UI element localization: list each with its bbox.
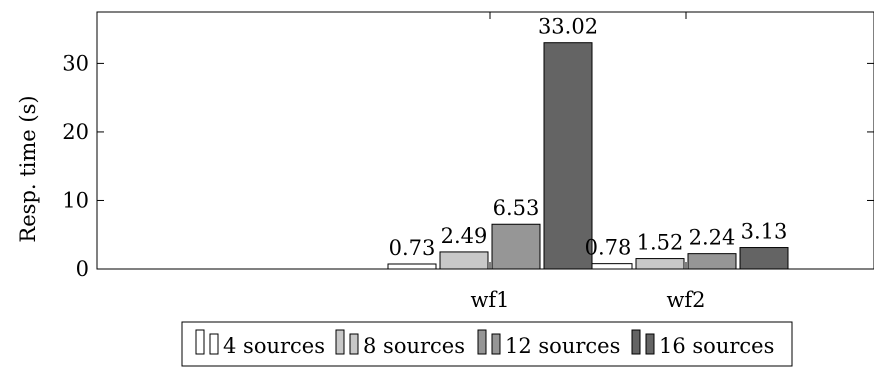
legend: 4 sources 8 sources 12 sources 16 sources [181, 321, 793, 367]
bar-wf2-16-sources [739, 247, 789, 270]
legend-swatch-a [195, 329, 205, 355]
legend-label: 16 sources [659, 334, 774, 358]
bar-wf2-8-sources [635, 258, 685, 270]
y-tick-label-10: 10 [62, 188, 89, 212]
data-labels: 0.73 0.78 2.49 1.52 6.53 2.24 33.02 3.13 [389, 15, 788, 260]
bar-wf1-4-sources [387, 263, 437, 270]
y-tick-label-0: 0 [76, 257, 89, 281]
data-label-wf1-12-sources: 6.53 [493, 196, 540, 220]
data-label-wf2-12-sources: 2.24 [689, 226, 736, 250]
bar-wf1-16-sources [543, 42, 593, 270]
legend-swatch-b [645, 333, 655, 355]
bars [387, 42, 789, 270]
data-label-wf2-4-sources: 0.78 [585, 236, 632, 260]
data-label-wf1-4-sources: 0.73 [389, 236, 436, 260]
y-tick-label-30: 30 [62, 51, 89, 75]
legend-swatch-b [491, 333, 501, 355]
legend-label: 12 sources [505, 334, 620, 358]
x-tick-label-wf1: wf1 [470, 288, 509, 312]
legend-label: 4 sources [223, 334, 325, 358]
legend-swatch-a [631, 329, 641, 355]
legend-swatch-a [477, 329, 487, 355]
bar-wf2-12-sources [687, 253, 737, 270]
axes: wf1 wf2 0 10 20 30 [62, 11, 874, 312]
legend-entry-8-sources: 8 sources [335, 329, 465, 358]
data-label-wf2-8-sources: 1.52 [637, 231, 684, 255]
y-tick-label-20: 20 [62, 120, 89, 144]
legend-swatch-a [335, 329, 345, 355]
legend-label: 8 sources [363, 334, 465, 358]
legend-entry-12-sources: 12 sources [477, 329, 620, 358]
bar-wf1-8-sources [439, 251, 489, 270]
legend-entry-16-sources: 16 sources [631, 329, 774, 358]
data-label-wf1-8-sources: 2.49 [441, 224, 488, 248]
legend-swatch-b [349, 333, 359, 355]
data-label-wf1-16-sources: 33.02 [538, 15, 598, 39]
x-tick-label-wf2: wf2 [666, 288, 705, 312]
data-label-wf2-16-sources: 3.13 [741, 220, 788, 244]
legend-swatch-b [209, 333, 219, 355]
legend-entry-4-sources: 4 sources [195, 329, 325, 358]
legend-box [181, 321, 793, 367]
y-axis-label: Resp. time (s) [16, 95, 40, 242]
bar-wf1-12-sources [491, 223, 541, 270]
